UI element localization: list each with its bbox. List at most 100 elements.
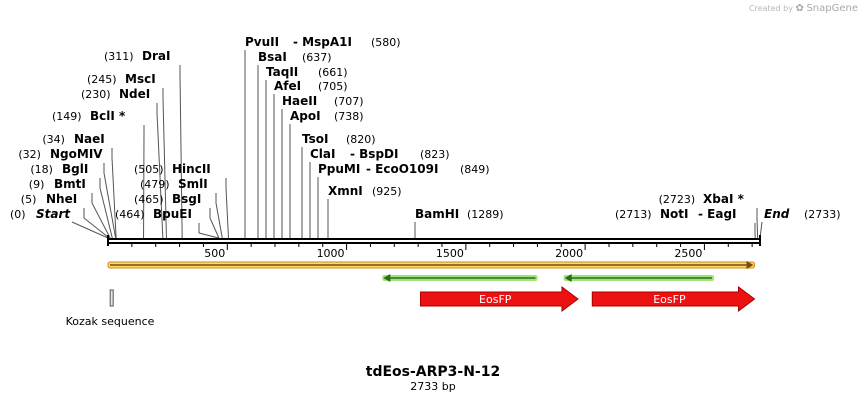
site-name-xbai: XbaI * xyxy=(703,192,745,206)
site-name-bsai: BsaI xyxy=(258,50,287,64)
feature-kozak[interactable] xyxy=(109,289,114,307)
ruler-label-500: 500 xyxy=(204,247,225,260)
ruler-label-1000: 1000 xyxy=(317,247,345,260)
site-leader-naei xyxy=(111,157,117,239)
site-pos-smli: (479) xyxy=(140,178,170,191)
site-pos-xbai: (2723) xyxy=(659,193,696,206)
site-name-naei: NaeI xyxy=(74,132,105,146)
site-pos-xmni: (925) xyxy=(372,185,402,198)
site-leader-ngomiv xyxy=(103,172,117,239)
site-pos-ndei: (230) xyxy=(81,88,111,101)
feature-label-eosfp-2: EosFP xyxy=(653,293,686,306)
site-pos-ngomiv: (32) xyxy=(18,148,41,161)
site-name-bamhi: BamHI xyxy=(415,207,459,221)
ruler-label-1500: 1500 xyxy=(436,247,464,260)
site-leader-hincii xyxy=(225,187,229,239)
site-pos-ppumi: (849) xyxy=(460,163,490,176)
site-leader-bmti xyxy=(91,202,111,239)
site-pos-drai: (311) xyxy=(104,50,134,63)
site-name-tsoi: TsoI xyxy=(302,132,328,146)
feature-eosfp-2[interactable] xyxy=(591,286,756,312)
site-pos-bsai: (637) xyxy=(302,51,332,64)
site-name2-pvuii: - MspA1I xyxy=(293,35,352,49)
site-name-drai: DraI xyxy=(142,49,170,63)
site-pos-taqii: (661) xyxy=(318,66,348,79)
feature-eosfp-1[interactable] xyxy=(420,286,579,312)
site-leader-lines xyxy=(71,50,763,239)
feature-label-kozak: Kozak sequence xyxy=(66,315,155,328)
site-name2-ppumi: - EcoO109I xyxy=(366,162,438,176)
site-pos-bgli: (18) xyxy=(30,163,53,176)
site-name2-clai: - BspDI xyxy=(350,147,398,161)
start-pos: (0) xyxy=(10,208,26,221)
site-pos-tsoi: (820) xyxy=(346,133,376,146)
site-leader-xbai xyxy=(756,217,759,239)
site-name-nhei: NheI xyxy=(46,192,77,206)
site-name-xmni: XmnI xyxy=(328,184,363,198)
ruler: 500 1000 1500 2000 2500 xyxy=(131,244,753,260)
feature-track: Kozak sequence EosFP EosFP xyxy=(66,261,756,328)
site-pos-haeii: (707) xyxy=(334,95,364,108)
site-name-smli: SmlI xyxy=(178,177,208,191)
site-leader-drai xyxy=(179,74,183,239)
site-name-taqii: TaqII xyxy=(266,65,298,79)
site-name-ngomiv: NgoMIV xyxy=(50,147,103,161)
orf-rev-arrow-head xyxy=(564,274,572,282)
site-leader-bpuei xyxy=(198,232,219,239)
site-pos-bsgi: (465) xyxy=(134,193,164,206)
site-pos-bamhi: (1289) xyxy=(467,208,504,221)
map-length: 2733 bp xyxy=(410,380,455,393)
snapgene-logo-icon: ✿ xyxy=(795,3,804,14)
map-title: tdEos-ARP3-N-12 xyxy=(366,364,500,380)
site-pos-bpuei: (464) xyxy=(115,208,145,221)
site-pos-nhei: (5) xyxy=(21,193,37,206)
end-label: End xyxy=(764,207,790,221)
site-leader-nhei xyxy=(83,217,110,239)
orf-rev-arrow-head xyxy=(383,274,391,282)
end-pos: (2733) xyxy=(804,208,841,221)
site-name-bpuei: BpuEI xyxy=(153,207,192,221)
credit-prefix: Created by xyxy=(748,4,793,13)
site-leader-bsgi xyxy=(209,217,220,239)
site-pos-afei: (705) xyxy=(318,80,348,93)
site-name-bgli: BglI xyxy=(62,162,88,176)
feature-label-eosfp-1: EosFP xyxy=(479,293,512,306)
site-pos-bmti: (9) xyxy=(29,178,45,191)
site-name-bcli: BclI * xyxy=(90,109,126,123)
site-pos-pvuii: (580) xyxy=(371,36,401,49)
site-pos-clai: (823) xyxy=(420,148,450,161)
site-leader-ndei xyxy=(156,112,164,239)
snapgene-credit: Created by ✿ SnapGene xyxy=(749,3,858,14)
site-name-bsgi: BsgI xyxy=(172,192,201,206)
site-name-hincii: HincII xyxy=(172,162,211,176)
site-name-ppumi: PpuMI xyxy=(318,162,360,176)
site-name-ndei: NdeI xyxy=(119,87,150,101)
site-pos-bcli: (149) xyxy=(52,110,82,123)
credit-brand: SnapGene xyxy=(806,3,858,14)
start-leader xyxy=(71,221,109,239)
site-leader-smli xyxy=(215,202,223,239)
site-name-bmti: BmtI xyxy=(54,177,86,191)
site-name-apoi: ApoI xyxy=(290,109,321,123)
site-name-haeii: HaeII xyxy=(282,94,317,108)
site-name2-noti: - EagI xyxy=(698,207,737,221)
orf-arrow-head xyxy=(746,261,754,269)
site-leader-msci xyxy=(162,97,167,239)
sequence-backbone xyxy=(107,235,761,246)
site-leader-bgli xyxy=(99,187,113,239)
start-label: Start xyxy=(36,207,71,221)
site-name-noti: NotI xyxy=(660,207,689,221)
site-name-pvuii: PvuII xyxy=(245,35,279,49)
ruler-label-2500: 2500 xyxy=(674,247,702,260)
site-pos-noti: (2713) xyxy=(615,208,652,221)
site-pos-hincii: (505) xyxy=(134,163,164,176)
site-pos-msci: (245) xyxy=(87,73,117,86)
site-name-msci: MscI xyxy=(125,72,156,86)
site-pos-naei: (34) xyxy=(42,133,65,146)
site-pos-apoi: (738) xyxy=(334,110,364,123)
site-labels: NheI (5) BmtI (9) BglI (18) NgoMIV (32) NaeI (34)… xyxy=(10,35,841,221)
site-name-clai: ClaI xyxy=(310,147,335,161)
ruler-label-2000: 2000 xyxy=(555,247,583,260)
site-name-afei: AfeI xyxy=(274,79,301,93)
